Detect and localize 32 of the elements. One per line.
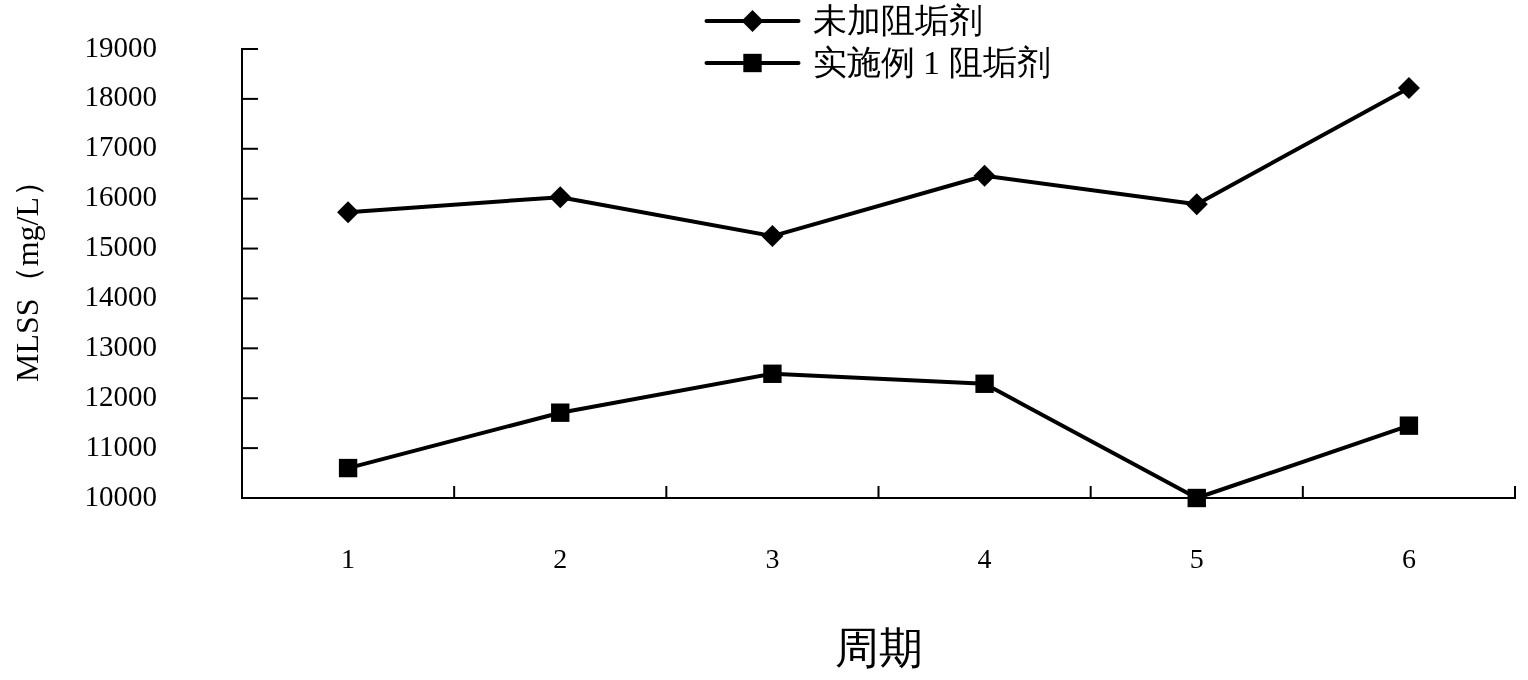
- y-tick-label: 13000: [84, 329, 157, 362]
- y-tick-label: 15000: [84, 230, 157, 263]
- y-axis-title: MLSS（mg/L）: [8, 165, 45, 382]
- point: [1397, 76, 1420, 99]
- point: [1185, 193, 1208, 216]
- x-tick-label: 3: [765, 543, 780, 575]
- y-tick-label: 19000: [84, 30, 157, 63]
- x-tick-label: 2: [553, 543, 568, 575]
- point: [1187, 488, 1206, 508]
- y-tick-label: 17000: [84, 130, 157, 163]
- point: [549, 186, 572, 209]
- point: [763, 364, 782, 383]
- x-tick-label: 5: [1189, 543, 1204, 575]
- y-tick-label: 16000: [84, 180, 157, 213]
- x-tick-label: 6: [1401, 543, 1416, 575]
- legend-label: 未加阻垢剂: [812, 1, 983, 39]
- x-tick-label: 4: [977, 543, 992, 575]
- point: [337, 201, 360, 224]
- y-tick-label: 14000: [84, 280, 157, 313]
- point: [975, 374, 994, 393]
- x-tick-label: 1: [341, 543, 356, 575]
- y-tick-label: 12000: [84, 379, 157, 412]
- point: [761, 225, 784, 248]
- x-axis-title: 周期: [834, 624, 923, 674]
- legend-label: 实施例 1 阻垢剂: [812, 43, 1051, 81]
- point: [973, 164, 996, 187]
- point: [338, 458, 358, 478]
- y-tick-label: 11000: [85, 429, 157, 462]
- y-tick-label: 10000: [84, 479, 157, 512]
- point: [1399, 416, 1419, 435]
- point: [551, 403, 570, 422]
- y-tick-label: 18000: [84, 80, 157, 113]
